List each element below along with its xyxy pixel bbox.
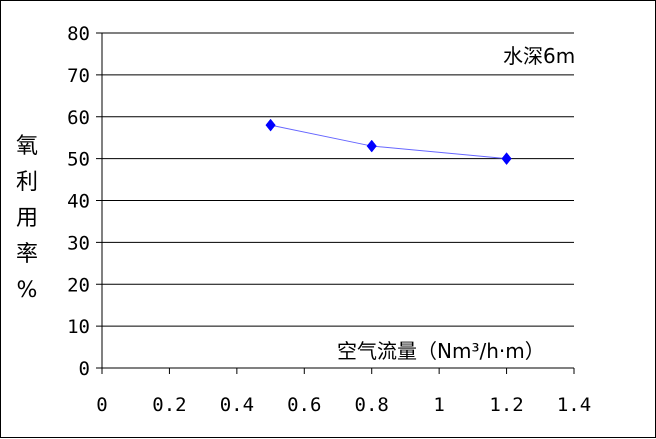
y-axis-label-char: 用: [16, 206, 38, 231]
y-axis-label-char: %: [17, 278, 38, 303]
data-point: [366, 139, 377, 153]
series-group: [265, 118, 512, 166]
y-axis-label-char: 利: [16, 170, 38, 195]
y-axis-label-char: 氧: [16, 134, 38, 159]
x-tick-label: 0.8: [355, 394, 389, 416]
y-tick-label: 70: [67, 65, 90, 87]
y-tick-label: 30: [67, 232, 90, 254]
axes: [96, 32, 575, 374]
x-tick-label: 0.4: [220, 394, 254, 416]
grid-lines: [102, 32, 574, 327]
series-line: [270, 124, 507, 160]
y-tick-label: 20: [67, 274, 90, 296]
x-axis-label: 空气流量（Nm³/h·m）: [337, 339, 545, 363]
x-tick-label: 1.4: [557, 394, 591, 416]
y-tick-label: 80: [67, 23, 90, 45]
x-tick-label: 0.2: [152, 394, 186, 416]
x-tick-label: 0.6: [287, 394, 321, 416]
data-point: [265, 118, 276, 132]
x-tick-label: 1.2: [489, 394, 523, 416]
y-tick-label: 50: [67, 149, 90, 171]
depth-annotation: 水深6m: [503, 44, 575, 68]
x-tick-label: 1: [433, 394, 444, 416]
x-tick-labels: 0 0.2 0.4 0.6 0.8 1 1.2 1.4: [96, 394, 591, 416]
y-tick-label: 40: [67, 191, 90, 213]
x-tick-label: 0: [96, 394, 107, 416]
y-axis-label-char: 率: [16, 242, 38, 267]
y-tick-label: 60: [67, 107, 90, 129]
y-tick-label: 10: [67, 316, 90, 338]
y-tick-labels: 0 10 20 30 40 50 60 70 80: [67, 23, 90, 380]
data-point: [501, 152, 512, 166]
y-tick-label: 0: [79, 358, 90, 380]
